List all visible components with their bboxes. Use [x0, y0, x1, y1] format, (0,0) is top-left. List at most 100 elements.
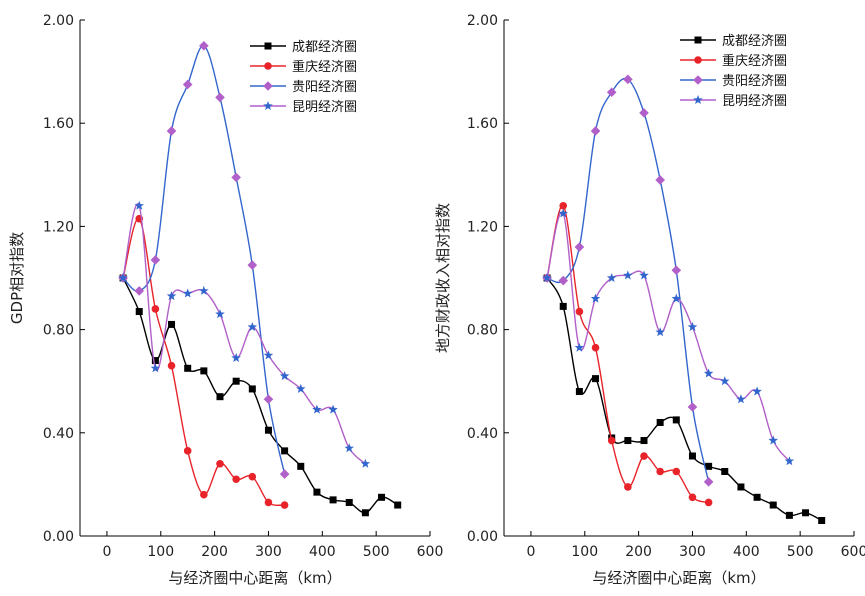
data-point: [656, 418, 664, 426]
y-tick-label: 1.20: [467, 219, 498, 235]
data-point: [784, 456, 795, 466]
y-axis-title: GDP相对指数: [8, 232, 26, 324]
data-point: [624, 437, 632, 445]
data-point: [703, 477, 714, 487]
y-tick-label: 1.20: [43, 219, 74, 235]
data-point: [200, 367, 208, 375]
x-tick-label: 100: [147, 544, 174, 560]
data-point: [361, 509, 369, 517]
data-point: [232, 377, 240, 385]
legend-label: 重庆经济圈: [292, 59, 357, 75]
data-point: [281, 447, 289, 455]
data-point: [280, 501, 289, 509]
data-point: [575, 388, 583, 396]
y-tick-label: 2.00: [467, 13, 498, 29]
data-point: [199, 41, 209, 51]
data-point: [345, 498, 353, 506]
x-tick-label: 0: [526, 544, 535, 560]
data-point: [183, 447, 192, 455]
data-point: [297, 462, 305, 470]
series-line: [122, 203, 366, 465]
series-line: [546, 211, 790, 462]
data-point: [263, 394, 274, 405]
data-point: [590, 293, 601, 303]
y-tick-label: 1.60: [467, 116, 498, 132]
y-tick-label: 1.60: [43, 116, 74, 132]
data-point: [328, 404, 338, 414]
data-point: [360, 458, 371, 468]
series-2: [542, 74, 714, 487]
y-tick-label: 0.40: [43, 426, 74, 442]
data-point: [769, 501, 777, 509]
data-point: [279, 469, 290, 479]
data-point: [687, 402, 698, 412]
data-point: [247, 322, 258, 332]
x-tick-label: 500: [787, 544, 814, 560]
data-point: [216, 459, 224, 468]
legend-marker: [694, 56, 702, 64]
data-point: [231, 172, 241, 183]
data-point: [575, 307, 584, 316]
data-point: [264, 498, 273, 507]
legend-marker: [263, 101, 273, 110]
legend-marker: [264, 42, 272, 50]
data-point: [200, 490, 208, 499]
legend-label: 贵阳经济圈: [722, 74, 787, 89]
data-point: [591, 343, 600, 352]
data-point: [671, 293, 682, 303]
data-point: [558, 275, 569, 286]
data-point: [215, 92, 225, 103]
y-tick-label: 0.40: [467, 426, 498, 442]
series-3: [542, 208, 795, 466]
y-tick-label: 0.00: [467, 529, 498, 545]
y-tick-label: 0.00: [43, 529, 74, 545]
fiscal-revenue-chart: 0.00 0.40 0.80 1.20 1.60 2.00 0 100 200 300 400 500…: [434, 13, 865, 587]
data-point: [151, 305, 160, 313]
data-point: [672, 416, 680, 424]
x-tick-label: 300: [679, 544, 706, 560]
x-tick-label: 0: [102, 544, 111, 560]
legend-label: 重庆经济圈: [722, 53, 787, 69]
data-point: [721, 468, 729, 475]
data-point: [296, 383, 306, 393]
data-point: [574, 242, 585, 252]
data-point: [623, 270, 633, 280]
x-tick-label: 400: [309, 544, 336, 560]
legend-label: 贵阳经济圈: [292, 80, 357, 95]
legend-marker: [693, 75, 703, 85]
data-point: [623, 74, 633, 85]
x-axis-title: 与经济圈中心距离（km）: [592, 569, 765, 587]
series-line: [122, 277, 399, 514]
data-point: [639, 270, 649, 280]
x-tick-label: 400: [733, 544, 760, 560]
legend-marker: [263, 81, 273, 91]
legend-marker: [264, 62, 272, 70]
data-point: [329, 496, 337, 504]
data-point: [247, 260, 258, 270]
y-tick-label: 0.80: [43, 323, 74, 339]
data-point: [167, 361, 176, 370]
data-point: [558, 208, 568, 218]
data-point: [640, 437, 648, 445]
data-point: [248, 472, 257, 481]
y-tick-label: 2.00: [43, 13, 74, 29]
x-tick-label: 200: [625, 544, 652, 560]
legend-label: 成都经济圈: [292, 40, 357, 55]
data-point: [802, 509, 810, 517]
data-point: [703, 368, 714, 378]
data-point: [279, 371, 290, 381]
data-point: [231, 353, 241, 362]
data-point: [737, 483, 745, 491]
data-point: [785, 511, 793, 519]
series-3: [118, 200, 371, 468]
data-point: [720, 376, 730, 386]
data-point: [134, 200, 144, 210]
data-point: [248, 385, 256, 393]
data-point: [624, 483, 632, 491]
data-point: [736, 394, 746, 404]
x-tick-label: 500: [363, 544, 390, 560]
data-point: [688, 493, 697, 502]
